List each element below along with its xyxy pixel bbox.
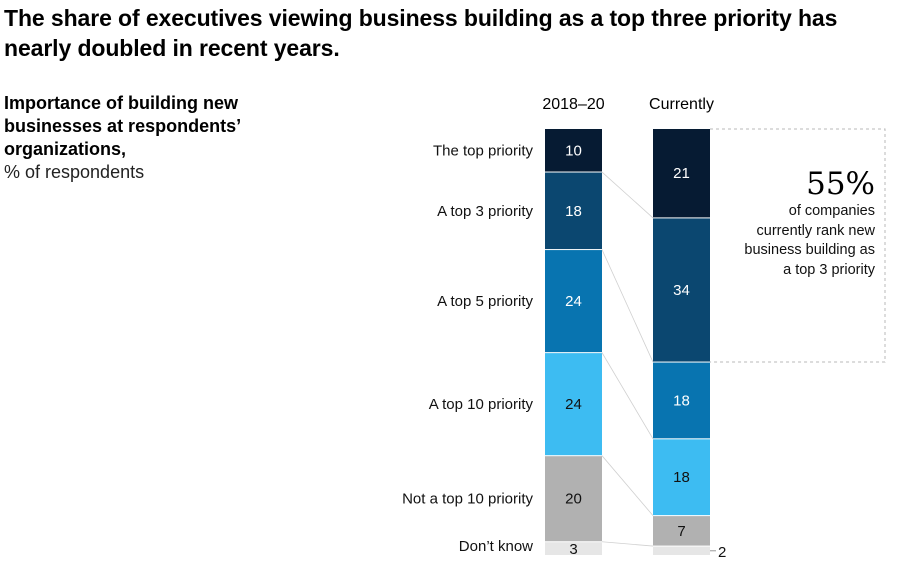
value-label-the-top-priority-2018-20: 10 xyxy=(565,142,582,159)
bar-segment-a-top-3-priority-currently xyxy=(653,218,710,362)
chart-subtitle: Importance of building new businesses at… xyxy=(4,92,284,184)
bar-segment-don-t-know-2018-20 xyxy=(545,542,602,555)
connector-line xyxy=(601,352,654,440)
value-label-not-a-top-10-priority-2018-20: 20 xyxy=(565,491,582,508)
value-label-don-t-know-2018-20: 3 xyxy=(569,541,577,558)
series-label-the-top-priority: The top priority xyxy=(433,142,534,159)
value-label-not-a-top-10-priority-currently: 7 xyxy=(677,523,685,540)
series-label-not-a-top-10-priority: Not a top 10 priority xyxy=(402,491,533,508)
subtitle-text: Importance of building new businesses at… xyxy=(4,93,241,159)
bar-segment-a-top-10-priority-currently xyxy=(653,439,710,516)
connector-line xyxy=(601,541,654,547)
connector-line xyxy=(601,249,654,363)
bar-segment-not-a-top-10-priority-2018-20 xyxy=(545,456,602,542)
bar-segment-not-a-top-10-priority-currently xyxy=(653,516,710,546)
series-label-don-t-know: Don’t know xyxy=(459,538,533,555)
bar-segment-a-top-5-priority-currently xyxy=(653,362,710,439)
chart-title: The share of executives viewing business… xyxy=(4,5,838,61)
unit-label: % of respondents xyxy=(4,162,145,182)
series-label-a-top-5-priority: A top 5 priority xyxy=(437,293,533,310)
bar-segment-don-t-know-currently xyxy=(653,546,710,555)
connector-line xyxy=(601,455,654,516)
value-label-a-top-3-priority-2018-20: 18 xyxy=(565,203,582,220)
bar-segment-a-top-3-priority-2018-20 xyxy=(545,172,602,250)
series-label-a-top-10-priority: A top 10 priority xyxy=(429,396,534,413)
value-label-a-top-3-priority-currently: 34 xyxy=(673,282,690,299)
value-label-a-top-5-priority-currently: 18 xyxy=(673,392,690,409)
callout-value: 55% xyxy=(806,166,875,202)
category-label-currently: Currently xyxy=(649,96,714,113)
connector-line xyxy=(601,171,654,219)
callout: 55% of companies currently rank new busi… xyxy=(740,166,875,280)
value-label-don-t-know-currently: 2 xyxy=(718,544,726,561)
value-label-the-top-priority-currently: 21 xyxy=(673,165,690,182)
bar-segment-the-top-priority-2018-20 xyxy=(545,129,602,172)
bar-segment-a-top-10-priority-2018-20 xyxy=(545,353,602,456)
series-label-a-top-3-priority: A top 3 priority xyxy=(437,203,533,220)
value-label-a-top-10-priority-currently: 18 xyxy=(673,469,690,486)
category-label-2018-20: 2018–20 xyxy=(542,96,604,113)
callout-text: of companies currently rank new business… xyxy=(744,203,875,278)
value-label-a-top-5-priority-2018-20: 24 xyxy=(565,293,582,310)
bar-segment-a-top-5-priority-2018-20 xyxy=(545,250,602,353)
bar-segment-the-top-priority-currently xyxy=(653,129,710,218)
value-label-a-top-10-priority-2018-20: 24 xyxy=(565,396,582,413)
